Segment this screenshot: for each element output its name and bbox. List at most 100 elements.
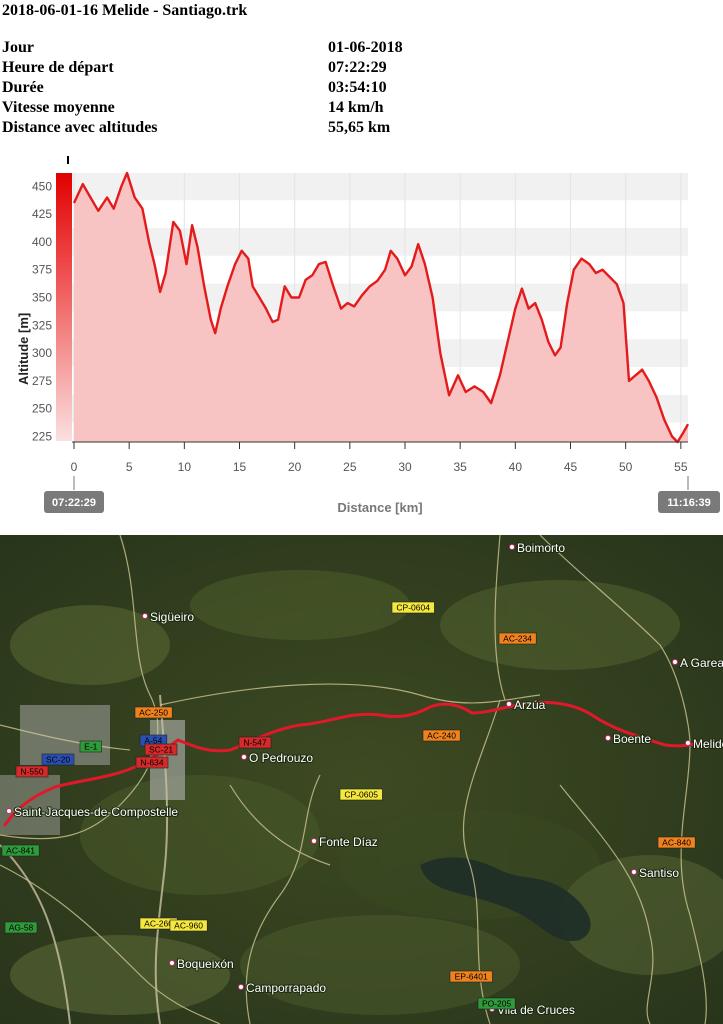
road-shield-label: EP-6401 — [455, 972, 488, 982]
elevation-area-fill — [74, 173, 688, 442]
road-shield-label: CP-0605 — [344, 790, 378, 800]
road-shield — [498, 632, 537, 645]
place-marker — [6, 808, 12, 814]
y-tick-label: 225 — [32, 429, 52, 443]
y-tick-label: 350 — [32, 290, 52, 304]
y-tick-label: 400 — [32, 235, 52, 249]
info-label-distance: Distance avec altitudes — [2, 119, 158, 136]
chart-band — [72, 228, 688, 256]
x-tick-label: 50 — [619, 460, 633, 474]
road-shield-label: E-1 — [84, 742, 98, 752]
terrain-patches — [10, 570, 723, 1015]
road-shield — [339, 788, 383, 801]
road-shield-label: N-547 — [243, 738, 266, 748]
road-shield-label: A-54 — [144, 736, 162, 746]
road-shield — [449, 970, 493, 983]
road-shield-label: SC-20 — [46, 755, 70, 765]
place-marker — [142, 613, 148, 619]
x-axis-title: Distance [km] — [337, 500, 422, 515]
road-shield — [134, 706, 173, 719]
y-tick-label: 375 — [32, 263, 52, 277]
road-shield-label: CP-0604 — [396, 603, 430, 613]
chart-band — [72, 200, 688, 229]
start-time-marker: 07:22:29 — [44, 476, 104, 513]
place-label: Melide — [693, 737, 723, 751]
end-time-label: 11:16:39 — [667, 497, 710, 509]
y-tick-label: 250 — [32, 402, 52, 416]
place-label: Santiso — [639, 866, 679, 880]
place-label: O Pedrouzo — [249, 751, 313, 765]
road-shield — [169, 919, 208, 932]
y-axis-title: Altitude [m] — [16, 313, 31, 385]
end-time-marker: 11:16:39 — [658, 476, 720, 513]
y-tick-label: 425 — [32, 207, 52, 221]
road-shield-label: AC-841 — [6, 846, 35, 856]
x-tick-label: 15 — [233, 460, 247, 474]
chart-band — [72, 173, 688, 201]
place-label: Boente — [613, 732, 651, 746]
road-shield — [79, 740, 102, 753]
info-label-duration: Durée — [2, 79, 44, 96]
road-shields: CP-0604 AC-234 AC-250 E-1 A-54 SC-20 SC-21 N-55… — [1, 601, 696, 1010]
info-value-day: 01-06-2018 — [328, 39, 403, 56]
place-label: Boimorto — [517, 541, 565, 555]
place-marker — [685, 740, 691, 746]
info-label-avg-speed: Vitesse moyenne — [2, 99, 115, 116]
gps-track — [3, 700, 702, 827]
road-shield-label: AC-960 — [174, 921, 203, 931]
urban-area — [0, 705, 185, 835]
x-tick-label: 30 — [398, 460, 412, 474]
place-label: Boqueixón — [177, 957, 234, 971]
x-tick-label: 5 — [126, 460, 133, 474]
x-tick-label: 45 — [564, 460, 578, 474]
road-shield — [15, 765, 49, 778]
road-shield — [1, 844, 40, 857]
road-shield-label: PO-205 — [482, 999, 512, 1009]
road-shield — [135, 756, 169, 769]
place-label: Camporrapado — [246, 981, 326, 995]
place-marker — [506, 701, 512, 707]
elevation-profile-chart: 225 250 275 300 325 350 375 400 425 450 0 5 10 15 20 2… — [16, 156, 720, 515]
x-tick-label: 35 — [453, 460, 467, 474]
road-shield-label: AG-58 — [9, 923, 34, 933]
road-shield — [238, 736, 272, 749]
road-shield — [144, 743, 178, 756]
reservoir — [420, 857, 591, 941]
info-label-start-time: Heure de départ — [2, 59, 114, 76]
y-tick-label: 300 — [32, 346, 52, 360]
y-tick-label: 450 — [32, 179, 52, 193]
road-shield-label: AC-260 — [144, 919, 173, 929]
x-tick-label: 40 — [509, 460, 523, 474]
place-label: Saint-Jacques-de-Compostelle — [14, 805, 178, 819]
start-time-label: 07:22:29 — [52, 497, 96, 509]
road-shield — [657, 836, 696, 849]
road-shield-label: AC-840 — [662, 838, 691, 848]
place-marker — [509, 544, 515, 550]
x-tick-label: 10 — [178, 460, 192, 474]
y-tick-label: 325 — [32, 318, 52, 332]
place-marker — [631, 869, 637, 875]
info-value-avg-speed: 14 km/h — [328, 99, 384, 116]
report-title: 2018-06-01-16 Melide - Santiago.trk — [2, 2, 248, 19]
road-shield — [41, 753, 75, 766]
place-label: A Garea — [680, 656, 723, 670]
y-tick-label: 275 — [32, 374, 52, 388]
place-label: Arzúa — [514, 698, 546, 712]
road-shield-label: N-634 — [140, 758, 163, 768]
x-axis-ticks: 0 5 10 15 20 25 30 35 40 45 50 55 — [71, 442, 688, 474]
elevation-line — [72, 171, 690, 444]
info-value-duration: 03:54:10 — [328, 79, 387, 96]
road-shield-label: AC-234 — [503, 634, 532, 644]
info-value-start-time: 07:22:29 — [328, 59, 387, 76]
place-marker — [238, 984, 244, 990]
x-tick-label: 20 — [288, 460, 302, 474]
place-marker — [672, 659, 678, 665]
road-shield — [422, 729, 461, 742]
place-marker — [311, 838, 317, 844]
y-axis-color-scale — [56, 173, 72, 441]
route-map: Boimorto Sigüeiro A Garea Arzúa Boente Melide… — [0, 535, 723, 1024]
place-label: Sigüeiro — [150, 610, 194, 624]
place-labels: Boimorto Sigüeiro A Garea Arzúa Boente Melide… — [6, 540, 723, 1018]
x-tick-label: 25 — [343, 460, 357, 474]
road-shield-label: AC-240 — [427, 731, 456, 741]
